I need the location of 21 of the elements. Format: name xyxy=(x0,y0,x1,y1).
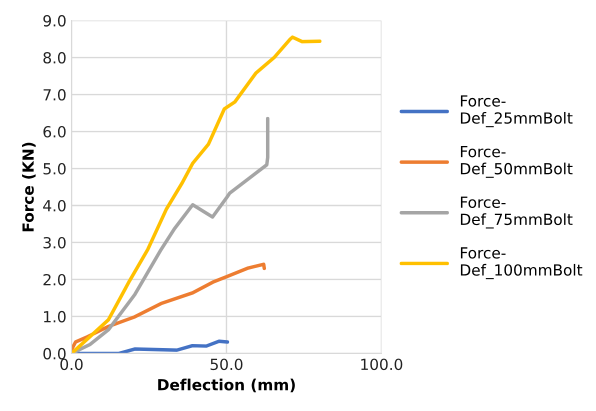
y-tick-label: 7.0 xyxy=(44,88,66,101)
y-tick-label: 5.0 xyxy=(44,162,66,175)
x-tick-label: 100.0 xyxy=(361,358,402,370)
legend-label: Force- Def_75mmBolt xyxy=(460,196,573,228)
x-tick-label: 50.0 xyxy=(210,358,242,370)
legend-label: Force- Def_100mmBolt xyxy=(460,247,582,280)
y-tick-label: 4.0 xyxy=(43,200,66,212)
legend-label: Force- Def_25mmBolt xyxy=(460,95,573,128)
x-axis-title: Deflection (mm) xyxy=(158,378,295,392)
y-tick-label: 8.0 xyxy=(43,52,66,64)
y-tick-label: 6.0 xyxy=(43,126,66,138)
line-series xyxy=(72,35,322,354)
legend-label: Force- Def_50mmBolt xyxy=(460,146,573,178)
line-series xyxy=(72,262,266,352)
y-axis-title: Force (KN) xyxy=(22,142,36,232)
y-tick-label: 3.0 xyxy=(44,236,66,249)
y-tick-label: 1.0 xyxy=(44,310,66,322)
y-tick-label: 2.0 xyxy=(43,274,66,286)
y-tick-label: 0.0 xyxy=(43,348,66,360)
y-tick-label: 9.0 xyxy=(43,15,66,27)
x-tick-label: 0.0 xyxy=(60,358,83,370)
